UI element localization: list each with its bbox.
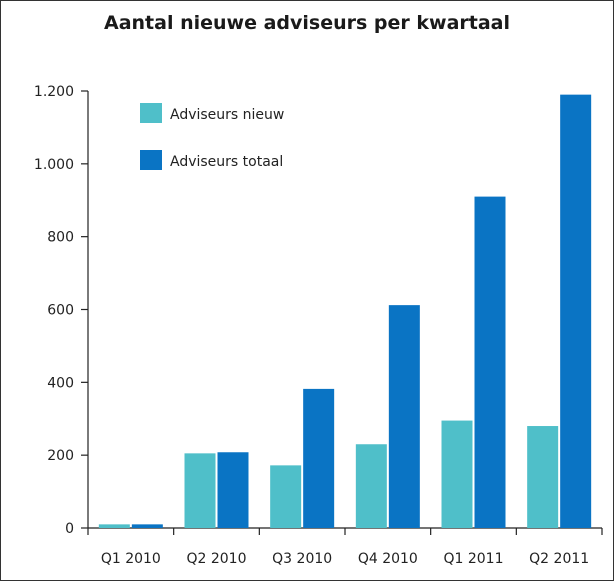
bar-nieuw bbox=[270, 465, 302, 528]
x-tick-label: Q4 2010 bbox=[358, 551, 418, 567]
legend-label: Adviseurs nieuw bbox=[170, 107, 284, 123]
x-tick-label: Q3 2010 bbox=[272, 551, 332, 567]
bar-totaal bbox=[303, 388, 335, 528]
bar-nieuw bbox=[98, 524, 130, 528]
y-tick-label: 600 bbox=[47, 303, 74, 319]
bar-nieuw bbox=[527, 426, 559, 528]
bars bbox=[98, 94, 592, 529]
y-tick-label: 0 bbox=[65, 521, 74, 537]
legend-label: Adviseurs totaal bbox=[170, 154, 283, 170]
bar-nieuw bbox=[184, 453, 216, 528]
bar-totaal bbox=[474, 196, 506, 528]
x-tick-label: Q1 2010 bbox=[101, 551, 161, 567]
y-tick-label: 1.200 bbox=[34, 84, 74, 100]
bar-nieuw bbox=[355, 444, 387, 528]
y-tick-label: 200 bbox=[47, 448, 74, 464]
x-tick-label: Q1 2011 bbox=[443, 551, 503, 567]
bar-totaal bbox=[560, 94, 592, 529]
bar-totaal bbox=[131, 524, 163, 528]
y-tick-label: 400 bbox=[47, 375, 74, 391]
chart-title: Aantal nieuwe adviseurs per kwartaal bbox=[103, 12, 510, 34]
x-tick-label: Q2 2010 bbox=[186, 551, 246, 567]
bar-totaal bbox=[388, 305, 420, 528]
legend-swatch bbox=[140, 103, 162, 123]
bar-nieuw bbox=[441, 420, 473, 528]
bar-totaal bbox=[217, 452, 249, 528]
y-tick-label: 1.000 bbox=[34, 157, 74, 173]
legend-swatch bbox=[140, 150, 162, 170]
y-tick-label: 800 bbox=[47, 230, 74, 246]
legend: Adviseurs nieuw Adviseurs totaal bbox=[140, 103, 284, 170]
axes: 0 200 400 600 800 1.000 1.200 Q1 2010 Q2 2010 Q3 … bbox=[34, 84, 603, 567]
x-tick-label: Q2 2011 bbox=[529, 551, 589, 567]
